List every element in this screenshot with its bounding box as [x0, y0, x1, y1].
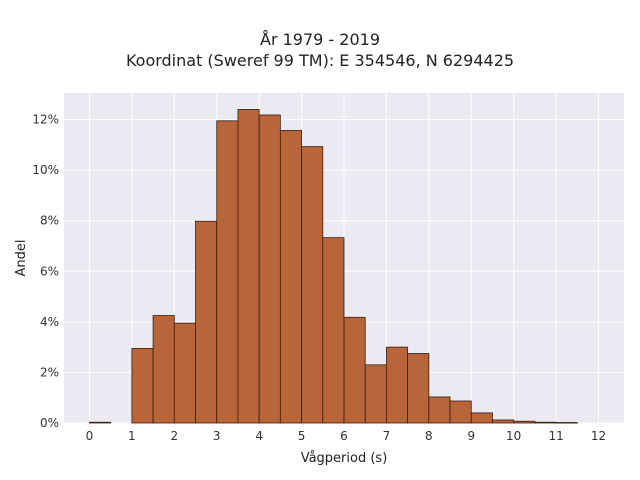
histogram-bar [343, 316, 366, 424]
x-tick-label: 11 [548, 429, 563, 443]
histogram-bar [386, 346, 409, 424]
y-axis-label: Andel [14, 240, 29, 277]
histogram-bar [173, 322, 196, 424]
histogram-bar [492, 419, 515, 424]
x-tick-label: 6 [340, 429, 348, 443]
x-tick-label: 5 [298, 429, 306, 443]
histogram-bar [195, 220, 218, 424]
chart-subtitle: Koordinat (Sweref 99 TM): E 354546, N 62… [125, 51, 515, 70]
histogram-bar [364, 364, 387, 424]
y-tick-label: 10% [32, 163, 59, 177]
histogram-bar [470, 412, 493, 424]
y-tick-label: 8% [40, 214, 59, 228]
y-tick-label: 2% [40, 365, 59, 379]
y-tick-label: 12% [32, 113, 59, 127]
histogram-bar [279, 130, 302, 424]
histogram-bar [513, 420, 536, 424]
x-tick-label: 1 [128, 429, 136, 443]
histogram-bar [555, 422, 578, 424]
x-tick-label: 2 [170, 429, 178, 443]
x-tick-label: 9 [467, 429, 475, 443]
x-tick-label: 12 [591, 429, 606, 443]
histogram-bar [237, 109, 260, 424]
y-tick-label: 6% [40, 264, 59, 278]
y-axis-ticks: 0% 2% 4% 6% 8% 10% 12% [32, 113, 59, 430]
bar-series [89, 109, 578, 424]
histogram-bar [428, 396, 451, 424]
histogram-bar [152, 315, 175, 424]
histogram-bar [89, 421, 112, 424]
chart-title: År 1979 - 2019 [260, 30, 380, 49]
y-tick-label: 4% [40, 315, 59, 329]
x-tick-label: 8 [425, 429, 433, 443]
histogram-bar [301, 146, 324, 424]
histogram-bar [216, 120, 239, 424]
histogram-bar [534, 421, 557, 424]
histogram-bar [258, 114, 281, 424]
x-tick-label: 0 [86, 429, 94, 443]
histogram-bar [407, 353, 430, 424]
x-tick-label: 10 [506, 429, 521, 443]
histogram-bar [449, 400, 472, 424]
x-tick-label: 3 [213, 429, 221, 443]
x-tick-label: 7 [383, 429, 391, 443]
y-tick-label: 0% [40, 416, 59, 430]
histogram-bar [322, 237, 345, 424]
x-axis-label: Vågperiod (s) [301, 451, 388, 466]
x-tick-label: 4 [255, 429, 263, 443]
x-axis-ticks: 0 1 2 3 4 5 6 7 8 9 10 11 12 [86, 429, 607, 443]
histogram-bar [131, 348, 154, 424]
